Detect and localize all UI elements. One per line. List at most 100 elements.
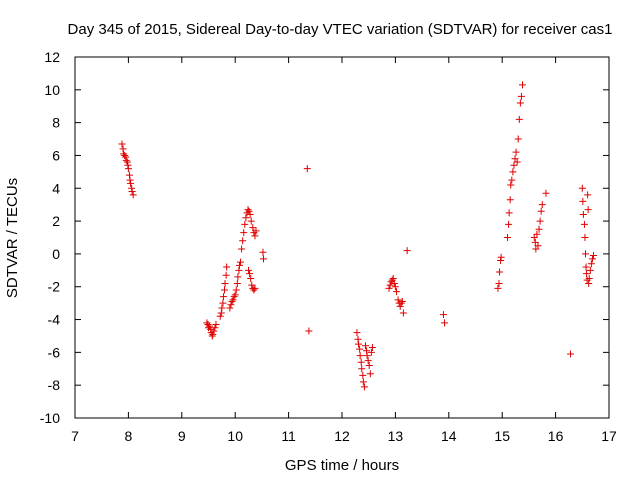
data-point bbox=[504, 234, 512, 241]
x-axis: 7 8 9 10 11 12 13 14 15 16 17 bbox=[71, 57, 617, 444]
data-point bbox=[354, 335, 362, 343]
data-point bbox=[580, 220, 588, 228]
y-axis-label: SDTVAR / TECUs bbox=[4, 178, 21, 298]
data-point bbox=[207, 325, 215, 333]
plot-frame bbox=[74, 56, 610, 419]
data-point bbox=[238, 245, 246, 253]
data-point bbox=[359, 378, 367, 386]
data-point bbox=[216, 312, 224, 320]
data-point bbox=[355, 340, 363, 348]
data-point bbox=[497, 253, 505, 261]
data-point bbox=[363, 347, 371, 355]
data-point bbox=[516, 99, 524, 107]
data-point bbox=[496, 268, 504, 276]
data-point bbox=[588, 255, 596, 263]
data-point bbox=[219, 299, 227, 307]
data-point bbox=[204, 320, 212, 328]
data-point bbox=[126, 176, 134, 184]
data-point bbox=[368, 343, 376, 351]
data-point bbox=[506, 196, 514, 204]
data-point bbox=[584, 206, 592, 214]
y-tick-label: 6 bbox=[52, 147, 60, 163]
chart-title: Day 345 of 2015, Sidereal Day-to-day VTE… bbox=[68, 21, 613, 38]
data-point bbox=[391, 283, 399, 291]
data-point bbox=[584, 191, 592, 199]
data-point bbox=[233, 279, 241, 287]
data-point bbox=[365, 361, 373, 369]
data-point bbox=[542, 189, 550, 197]
data-point bbox=[494, 284, 502, 292]
data-point bbox=[259, 248, 267, 256]
data-point bbox=[364, 357, 372, 365]
data-point bbox=[210, 327, 218, 335]
data-point bbox=[249, 224, 257, 232]
data-point bbox=[229, 296, 237, 304]
data-point bbox=[396, 302, 404, 310]
data-point bbox=[518, 81, 526, 89]
data-point bbox=[535, 225, 543, 233]
data-point bbox=[230, 293, 238, 301]
data-point bbox=[242, 214, 250, 222]
data-point bbox=[121, 151, 129, 159]
data-point bbox=[234, 273, 242, 281]
data-point bbox=[246, 211, 254, 219]
data-point bbox=[358, 365, 366, 373]
y-tick-label: -8 bbox=[48, 377, 61, 393]
y-tick-label: 0 bbox=[52, 246, 60, 262]
y-tick-label: 12 bbox=[44, 49, 60, 65]
data-point bbox=[248, 281, 256, 289]
x-tick-label: 14 bbox=[441, 428, 457, 444]
data-point bbox=[586, 266, 594, 274]
data-point bbox=[390, 279, 398, 287]
data-point bbox=[356, 352, 364, 360]
y-tick-label: 4 bbox=[52, 180, 60, 196]
data-point bbox=[509, 168, 517, 176]
data-point bbox=[228, 297, 236, 305]
data-point bbox=[221, 286, 229, 294]
data-point bbox=[235, 261, 243, 269]
data-point bbox=[217, 309, 225, 317]
data-point bbox=[361, 342, 369, 350]
data-point bbox=[495, 279, 503, 287]
data-point bbox=[244, 206, 252, 214]
data-point bbox=[515, 115, 523, 123]
x-tick-label: 8 bbox=[125, 428, 133, 444]
data-point bbox=[578, 184, 586, 192]
data-point bbox=[129, 191, 137, 199]
data-point bbox=[353, 329, 361, 337]
data-point bbox=[239, 237, 247, 245]
data-point bbox=[223, 263, 231, 271]
data-point bbox=[125, 171, 133, 179]
data-point bbox=[534, 242, 542, 250]
data-point bbox=[583, 270, 591, 278]
data-point bbox=[122, 153, 130, 161]
data-point bbox=[505, 220, 513, 228]
data-point bbox=[218, 304, 226, 312]
x-tick-label: 7 bbox=[71, 428, 79, 444]
data-point bbox=[590, 252, 598, 260]
data-point bbox=[394, 296, 402, 304]
data-point bbox=[127, 179, 135, 187]
y-tick-label: 10 bbox=[44, 82, 60, 98]
x-axis-label: GPS time / hours bbox=[285, 457, 399, 474]
data-point bbox=[389, 275, 397, 283]
data-point bbox=[510, 161, 518, 169]
data-point bbox=[582, 250, 590, 258]
data-point bbox=[439, 311, 447, 319]
data-point bbox=[398, 297, 406, 305]
y-tick-label: 2 bbox=[52, 213, 60, 229]
data-point bbox=[231, 291, 239, 299]
data-point bbox=[579, 211, 587, 219]
data-point bbox=[128, 184, 136, 192]
data-point bbox=[356, 345, 364, 353]
data-point bbox=[206, 322, 214, 330]
data-point bbox=[237, 258, 245, 266]
data-point bbox=[245, 266, 253, 274]
data-point bbox=[567, 350, 575, 358]
data-point bbox=[359, 371, 367, 379]
y-tick-label: -6 bbox=[48, 344, 61, 360]
data-point bbox=[212, 320, 220, 328]
x-tick-label: 17 bbox=[601, 428, 617, 444]
data-point bbox=[260, 255, 268, 263]
